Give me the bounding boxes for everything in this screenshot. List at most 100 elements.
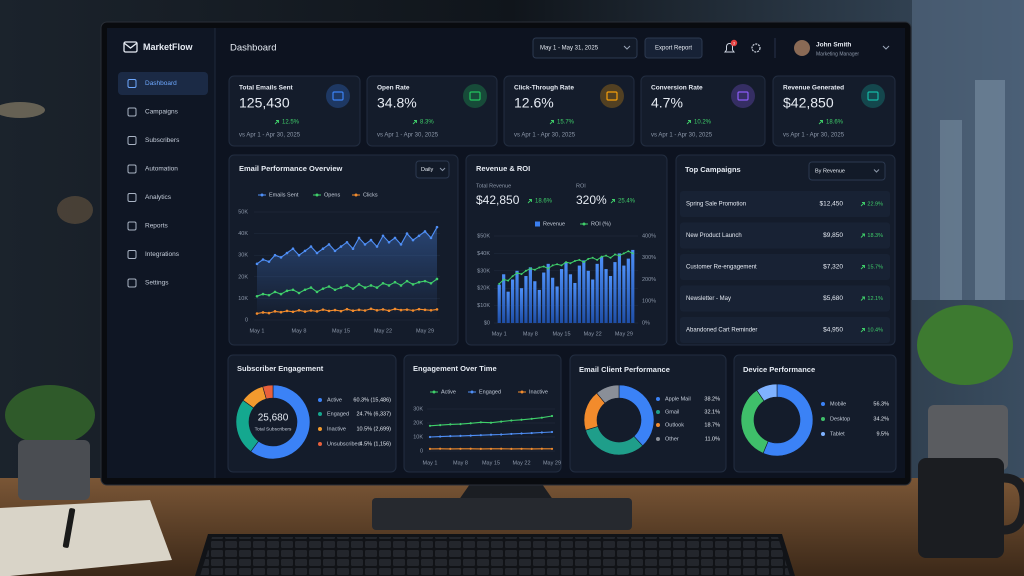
bar <box>622 265 626 323</box>
series-point <box>449 423 452 426</box>
series-point <box>405 232 409 235</box>
series-point <box>423 230 427 233</box>
series-point <box>375 308 379 312</box>
series-point <box>429 281 433 285</box>
kpi-label: Open Rate <box>377 85 410 92</box>
campaign-row[interactable] <box>680 285 890 312</box>
campaign-row[interactable] <box>680 191 890 217</box>
legend-label: Active <box>327 397 342 403</box>
badge-count: 3 <box>733 40 736 45</box>
y-tick-label: $30K <box>477 268 490 274</box>
chevron[interactable] <box>882 45 890 50</box>
campaign-revenue: $7,320 <box>823 264 843 271</box>
series-point <box>351 287 355 290</box>
nav-item[interactable]: Automation <box>145 166 178 173</box>
series-point <box>315 310 319 313</box>
series-point <box>333 288 337 292</box>
panel <box>228 75 361 147</box>
kpi-icon <box>469 91 481 101</box>
kpi-icon <box>332 91 344 101</box>
legend-label: Tablet <box>830 431 845 437</box>
kpi-label: Revenue Generated <box>783 85 844 92</box>
series-point <box>303 310 307 313</box>
series-point <box>500 447 503 450</box>
bar <box>537 289 541 323</box>
nav-item[interactable]: Dashboard <box>145 80 177 87</box>
kpi-icon <box>861 84 885 108</box>
series-point <box>339 309 343 313</box>
series-point <box>439 424 442 427</box>
series-point <box>533 268 536 271</box>
y-tick-label: 0 <box>245 317 248 323</box>
kpi-value: 4.7% <box>651 95 683 111</box>
panel-title: Revenue & ROI <box>476 164 530 173</box>
campaign-name: Customer Re-engagement <box>686 265 757 271</box>
center-label: Total Subscribers <box>255 426 292 432</box>
panel <box>366 75 498 147</box>
series-point <box>399 243 403 246</box>
y-tick-label: 0 <box>420 448 423 454</box>
nav-item[interactable]: Settings <box>145 280 169 287</box>
up-arrow <box>527 199 532 204</box>
x-tick-label: May 29 <box>543 460 561 466</box>
series-point <box>309 309 313 312</box>
bar <box>586 270 590 323</box>
bar <box>617 253 622 323</box>
series-point <box>524 269 527 272</box>
series-point <box>327 309 331 313</box>
legend-dot <box>318 427 322 431</box>
user-name: John Smith <box>816 42 851 49</box>
series-point <box>261 311 265 314</box>
bell-icon[interactable] <box>724 43 735 53</box>
legend-label: Outlook <box>665 422 684 428</box>
kpi-compare: vs Apr 1 - Apr 30, 2025 <box>377 133 439 139</box>
nav-item[interactable]: Integrations <box>145 251 180 258</box>
date-picker[interactable] <box>532 37 638 59</box>
campaign-row[interactable] <box>680 317 890 343</box>
series-point <box>500 433 503 436</box>
series-point <box>489 421 493 424</box>
up-arrow <box>412 120 417 125</box>
bar <box>577 265 581 323</box>
mug-handle <box>1003 473 1024 535</box>
series-point <box>479 434 482 437</box>
bar <box>528 267 532 323</box>
value-label: 9.5% <box>876 431 889 437</box>
legend-dot <box>656 410 660 414</box>
control-dropdown[interactable] <box>415 160 450 179</box>
campaign-row[interactable] <box>680 222 890 249</box>
nav-item[interactable]: Campaigns <box>145 109 179 116</box>
legend-swatch <box>535 221 540 227</box>
kpi-compare: vs Apr 1 - Apr 30, 2025 <box>514 133 576 139</box>
nav-item[interactable]: Analytics <box>145 194 172 201</box>
x-tick-label: May 15 <box>482 460 500 466</box>
plant <box>917 305 1013 385</box>
campaign-revenue: $12,450 <box>820 201 844 208</box>
series-point <box>428 435 432 439</box>
series-point <box>381 281 385 285</box>
campaign-revenue: $5,680 <box>823 295 843 302</box>
up-arrow <box>860 296 865 301</box>
export-button[interactable] <box>644 37 703 59</box>
value-label: 60.3% (15,486) <box>353 397 391 403</box>
series-point <box>255 312 259 315</box>
series-point <box>516 271 519 274</box>
nav-item[interactable]: Subscribers <box>145 137 180 144</box>
avatar[interactable] <box>794 40 810 56</box>
series-point <box>255 294 259 298</box>
series-point <box>417 280 421 284</box>
sort-dropdown[interactable] <box>808 161 886 181</box>
series-point <box>510 419 513 422</box>
campaign-row[interactable] <box>680 254 890 280</box>
notebook <box>0 500 172 576</box>
series-point <box>369 238 373 242</box>
series-point <box>333 249 337 253</box>
series-point <box>542 265 545 268</box>
series-point <box>622 252 625 255</box>
series-point <box>530 431 533 435</box>
nav-item[interactable]: Reports <box>145 223 169 230</box>
settings-icon[interactable] <box>751 43 761 53</box>
legend-label: Revenue <box>543 221 565 227</box>
x-tick-label: May 22 <box>584 331 602 337</box>
